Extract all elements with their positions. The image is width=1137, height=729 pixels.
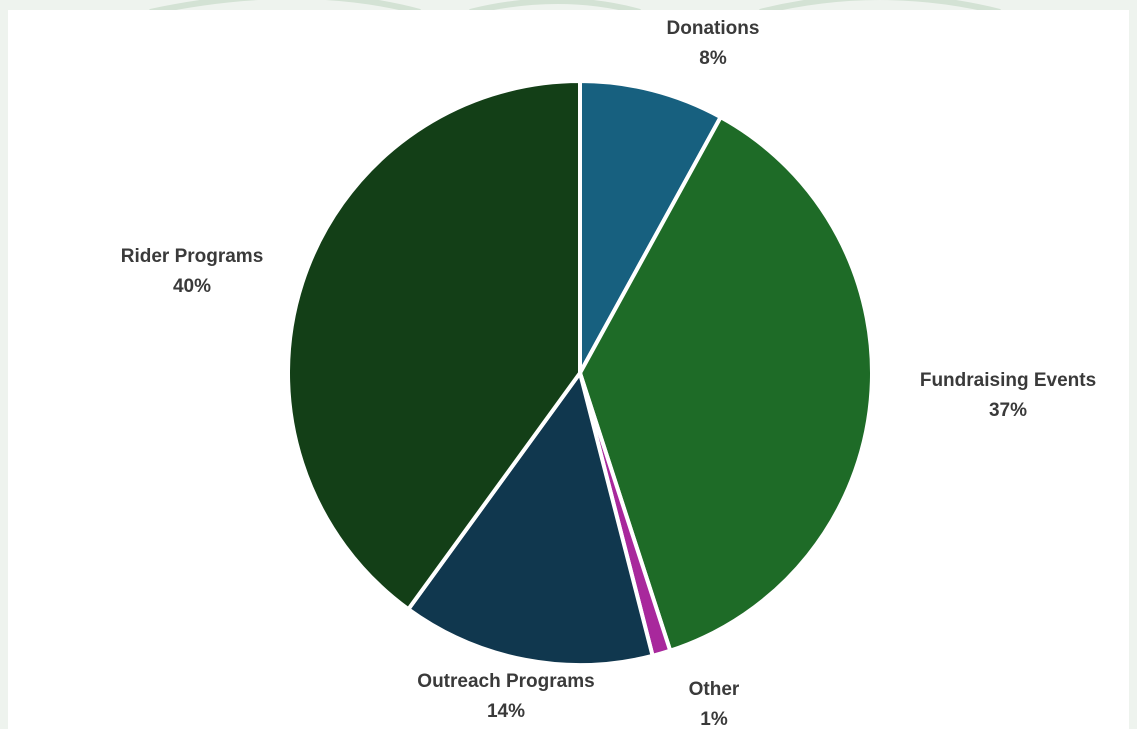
pie-slice-outreach-programs xyxy=(406,371,655,667)
slice-value-rider-programs: 40% xyxy=(173,276,211,297)
slice-label-fundraising-events: Fundraising Events xyxy=(920,370,1096,391)
slice-value-other: 1% xyxy=(700,709,728,729)
pie-slice-donations xyxy=(578,79,723,375)
slice-value-donations: 8% xyxy=(699,48,727,69)
slice-label-rider-programs: Rider Programs xyxy=(121,246,264,267)
slice-value-fundraising-events: 37% xyxy=(989,400,1027,421)
pie-slices xyxy=(286,79,874,667)
slice-label-outreach-programs: Outreach Programs xyxy=(417,671,594,692)
pie-labels: Donations 8% Fundraising Events 37% Other 1% O… xyxy=(121,18,1096,729)
pie-slice-fundraising-events xyxy=(578,115,874,653)
slice-label-donations: Donations xyxy=(667,18,760,39)
pie-slice-rider-programs xyxy=(286,79,582,612)
slice-value-outreach-programs: 14% xyxy=(487,701,525,722)
slice-label-other: Other xyxy=(689,679,740,700)
